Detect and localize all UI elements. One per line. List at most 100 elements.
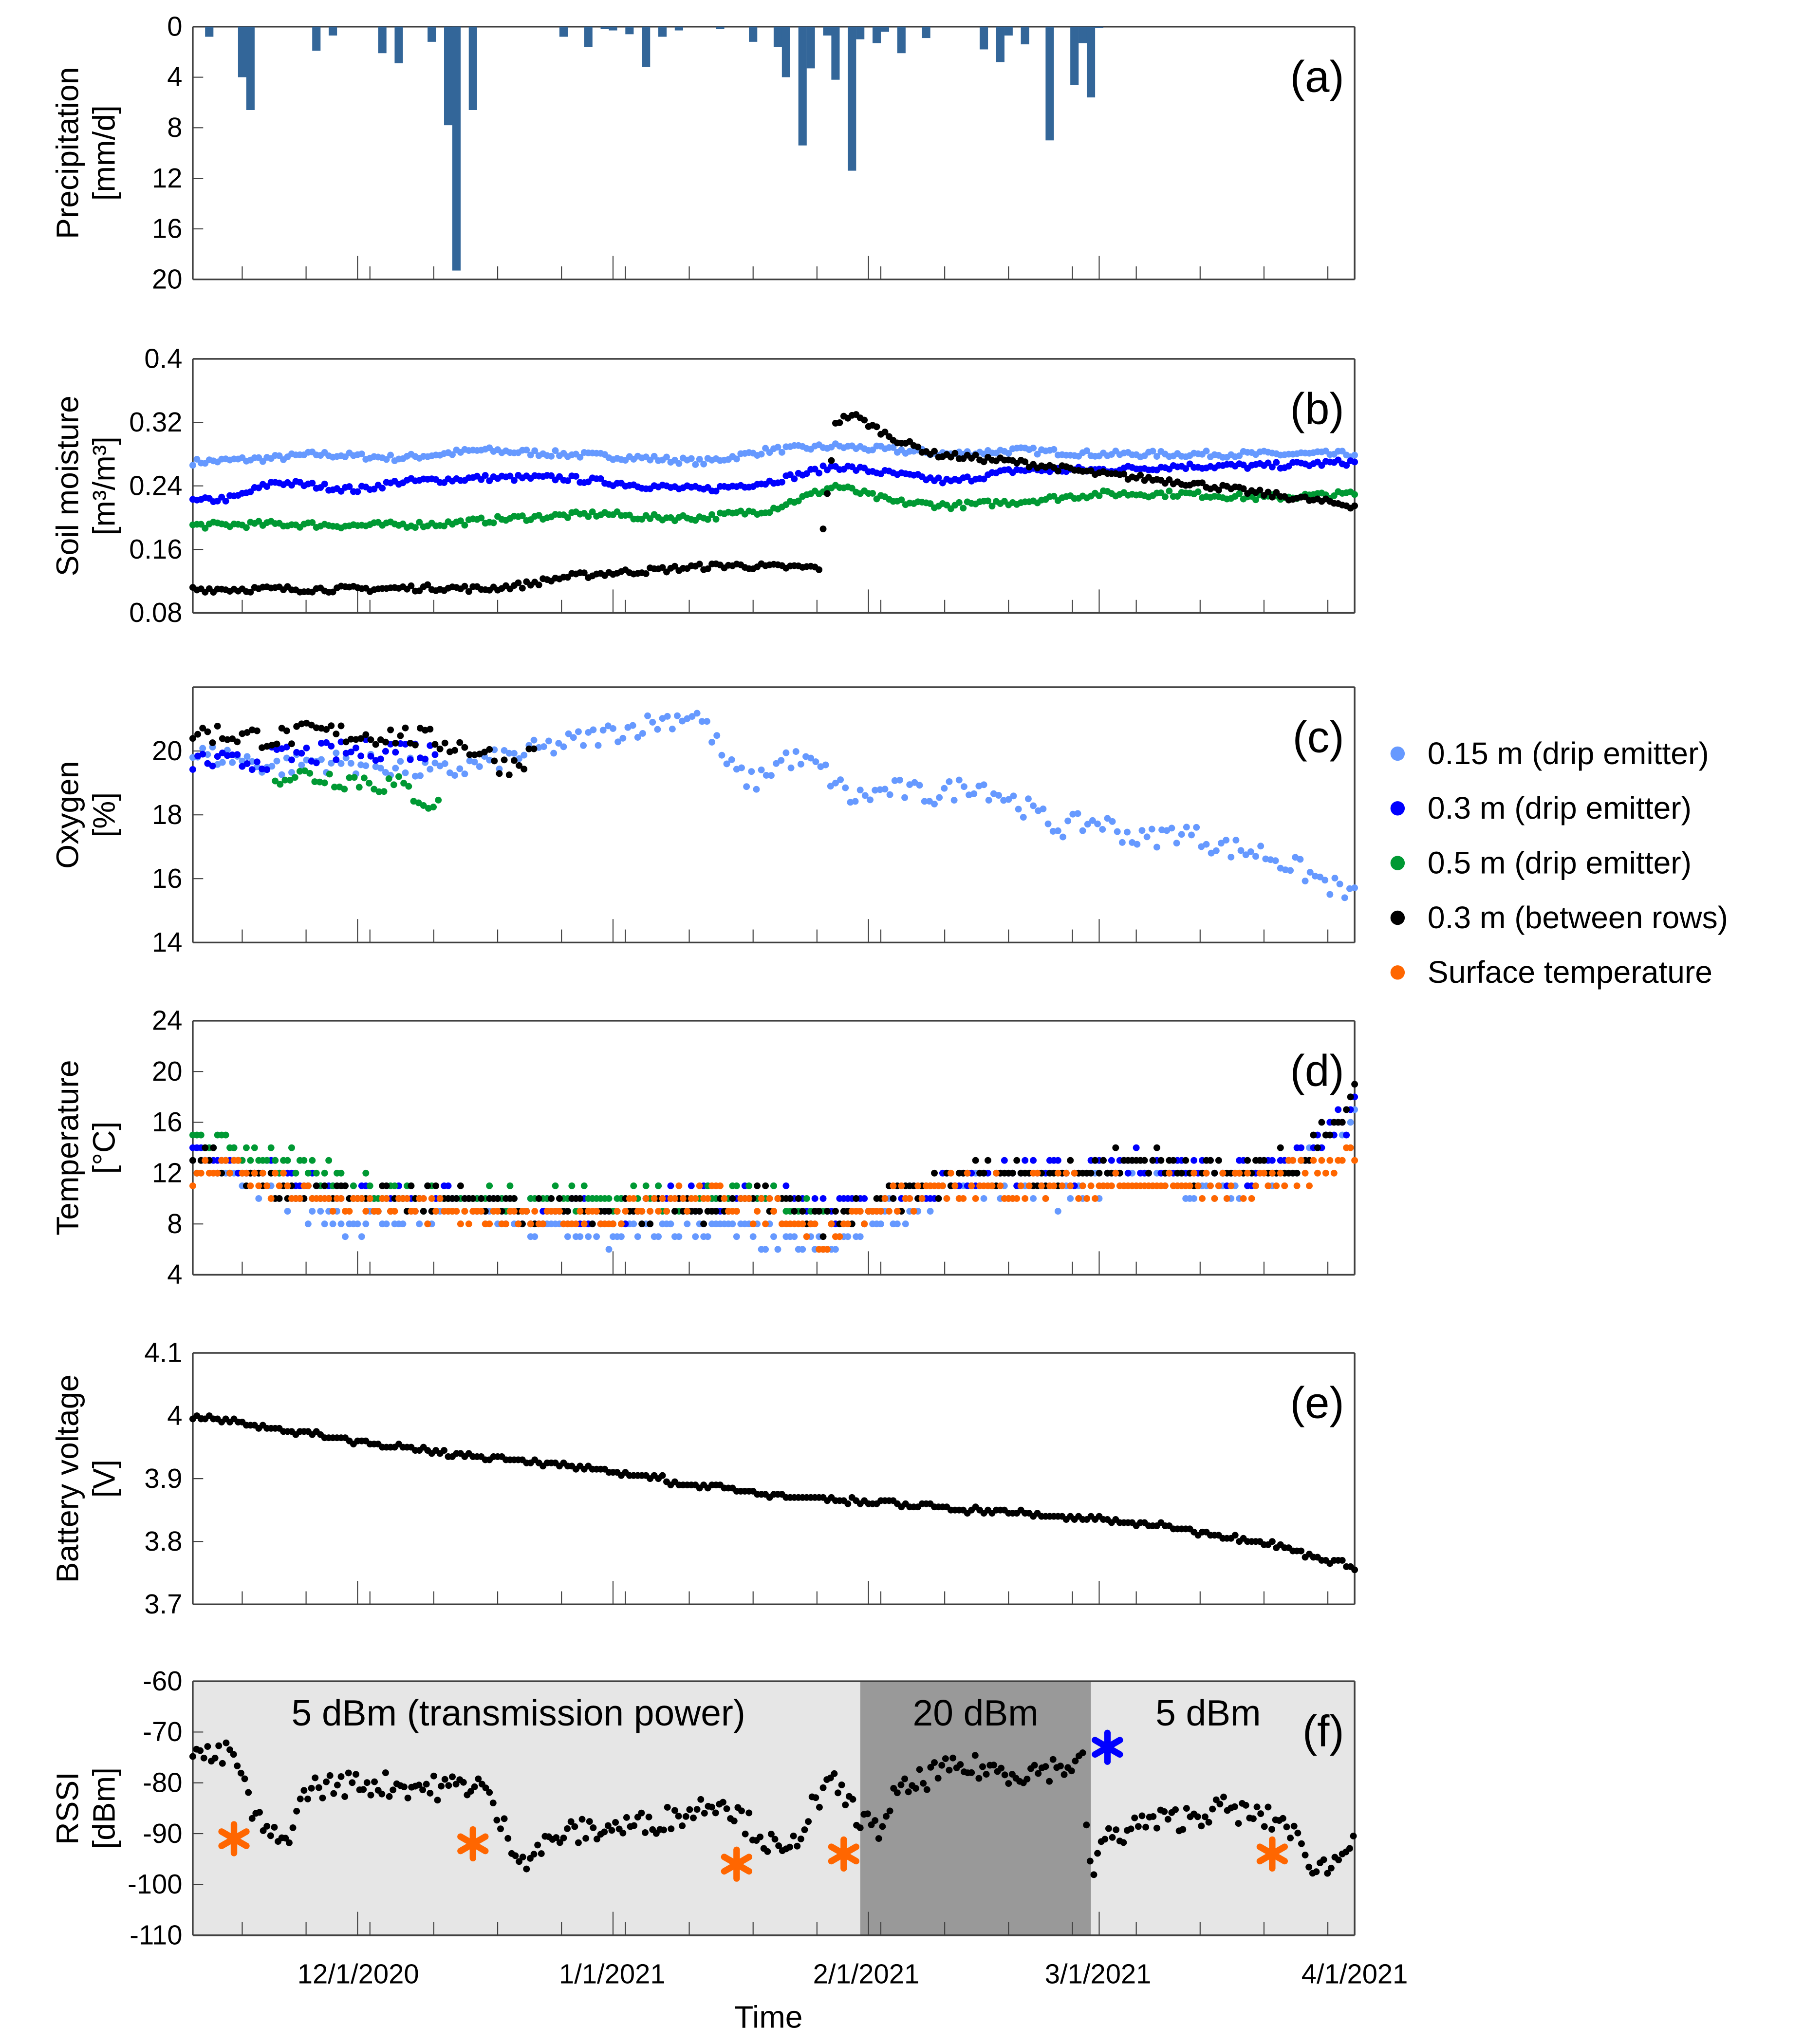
data-point (469, 1195, 477, 1202)
data-point (1273, 1182, 1280, 1189)
data-point (905, 1788, 912, 1796)
data-point (1087, 1182, 1095, 1189)
data-point (968, 1182, 975, 1189)
data-point (1017, 1182, 1024, 1189)
band-label: 5 dBm (transmission power) (292, 1692, 745, 1733)
data-point (243, 753, 251, 760)
data-point (733, 1208, 740, 1215)
data-point (337, 722, 345, 730)
y-axis-unit: [°C] (86, 1122, 121, 1174)
data-point (323, 1778, 330, 1785)
data-point (1083, 1195, 1091, 1202)
data-point (1020, 814, 1027, 821)
data-point (214, 1169, 221, 1177)
data-point (766, 509, 773, 516)
precip-bar (880, 26, 890, 32)
legend-label: 0.3 m (between rows) (1428, 900, 1728, 935)
data-point (1138, 1812, 1146, 1819)
data-point (1057, 1763, 1064, 1770)
data-point (844, 1220, 852, 1228)
data-point (659, 1195, 666, 1202)
data-point (593, 1208, 600, 1215)
data-point (453, 1195, 460, 1202)
data-point (1166, 476, 1173, 483)
data-point (827, 783, 834, 790)
data-point (669, 725, 676, 732)
data-point (333, 731, 340, 738)
x-axis: 12/1/2020 1/1/2021 2/1/2021 3/1/2021 4/1… (298, 1959, 1408, 2035)
data-point (346, 774, 353, 781)
data-point (321, 1182, 328, 1189)
data-point (482, 1784, 489, 1792)
data-point (313, 724, 320, 731)
y-tick-label: 18 (152, 799, 182, 830)
data-point (639, 730, 646, 737)
data-point (763, 771, 770, 779)
asterisk-marker (721, 1846, 753, 1882)
data-point (1203, 448, 1210, 455)
x-axis-title: Time (734, 2000, 802, 2035)
data-point (323, 726, 330, 733)
y-tick-label: 0.24 (129, 470, 182, 501)
data-point (402, 769, 409, 776)
data-point (686, 1806, 693, 1813)
data-point (651, 452, 658, 460)
data-point (397, 732, 404, 739)
x-tick-label: 2/1/2021 (813, 1959, 920, 1989)
data-point (647, 515, 654, 522)
data-point (593, 1233, 600, 1240)
data-point (723, 1805, 730, 1812)
data-point (1054, 468, 1061, 475)
data-point (617, 1220, 625, 1228)
data-point (486, 1220, 493, 1228)
data-point (951, 1182, 959, 1189)
data-point (1293, 1182, 1301, 1189)
data-point (1252, 496, 1259, 504)
data-point (614, 738, 622, 746)
data-point (745, 1195, 753, 1202)
y-axis-unit: [m³/m³] (86, 436, 121, 535)
data-point (367, 752, 374, 760)
data-point (758, 766, 765, 773)
data-point (849, 1796, 856, 1803)
data-point (614, 1208, 621, 1215)
data-point (762, 1246, 769, 1253)
data-point (861, 416, 868, 424)
data-point (319, 1794, 326, 1801)
data-point (515, 579, 522, 586)
data-point (1347, 1144, 1354, 1151)
data-point (1024, 795, 1032, 803)
data-point (792, 748, 800, 755)
data-point (872, 787, 879, 794)
data-point (334, 1781, 341, 1789)
data-point (787, 764, 795, 771)
data-point (397, 758, 404, 765)
data-point (293, 1807, 300, 1815)
data-point (898, 496, 905, 504)
data-point (634, 1233, 641, 1240)
data-point (580, 742, 587, 749)
data-point (457, 1182, 464, 1189)
data-point (890, 1784, 897, 1792)
data-point (890, 1195, 897, 1202)
data-point (980, 1169, 987, 1177)
data-point (353, 1771, 359, 1778)
data-point (762, 1220, 769, 1228)
data-point (1330, 1169, 1338, 1177)
data-point (675, 460, 683, 467)
data-point (271, 1823, 278, 1831)
data-point (501, 756, 508, 764)
data-point (510, 477, 518, 484)
data-point (631, 1822, 638, 1829)
data-point (805, 1818, 812, 1825)
data-point (342, 1233, 349, 1240)
data-point (506, 1182, 514, 1189)
data-point (267, 1195, 275, 1202)
data-point (247, 1182, 254, 1189)
data-point (1320, 1856, 1327, 1863)
data-point (853, 1195, 860, 1202)
data-point (1001, 1771, 1008, 1779)
data-point (494, 1195, 502, 1202)
data-point (1343, 462, 1350, 469)
data-point (1260, 1157, 1267, 1164)
